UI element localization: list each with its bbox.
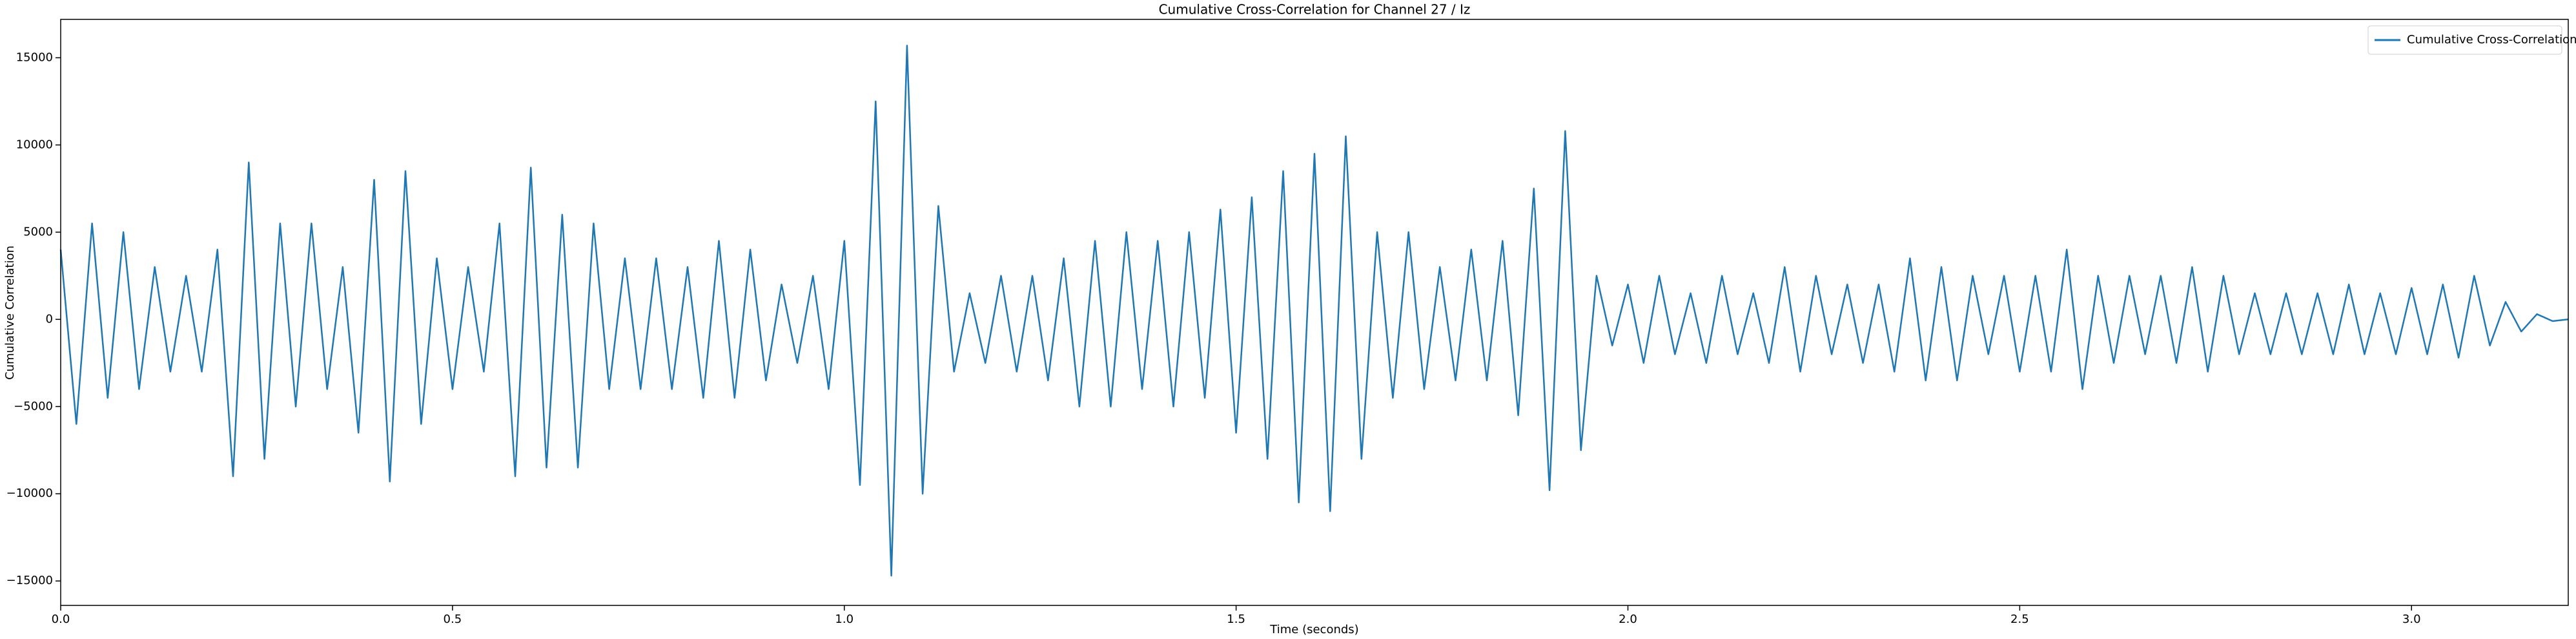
y-tick-label: 5000 [23, 225, 53, 238]
y-tick-label: 0 [46, 312, 53, 326]
x-tick-label: 1.5 [1227, 613, 1245, 626]
plot-frame [60, 19, 2569, 606]
x-tick-label: 0.5 [444, 613, 462, 626]
y-tick-label: −5000 [14, 399, 53, 413]
chart-title: Cumulative Cross-Correlation for Channel… [1159, 2, 1471, 17]
legend-box [2367, 25, 2562, 55]
x-tick-label: 2.5 [2010, 613, 2029, 626]
y-tick-label: −10000 [6, 487, 53, 500]
x-tick-label: 3.0 [2402, 613, 2421, 626]
y-tick-label: 15000 [16, 50, 53, 64]
x-tick-label: 1.0 [835, 613, 854, 626]
y-tick-label: −15000 [6, 574, 53, 587]
legend-label: Cumulative Cross-Correlation [2407, 33, 2576, 47]
x-axis-label: Time (seconds) [1269, 623, 1358, 636]
data-line [59, 45, 2569, 577]
y-tick-label: 10000 [16, 138, 53, 151]
y-axis-label: Cumulative Correlation [3, 246, 17, 380]
x-tick-label: 2.0 [1619, 613, 1637, 626]
x-tick-label: 0.0 [52, 613, 70, 626]
